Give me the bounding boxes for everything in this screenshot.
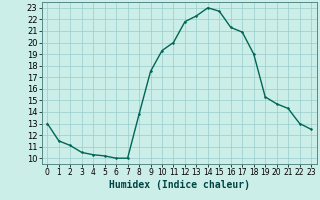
X-axis label: Humidex (Indice chaleur): Humidex (Indice chaleur) xyxy=(109,180,250,190)
